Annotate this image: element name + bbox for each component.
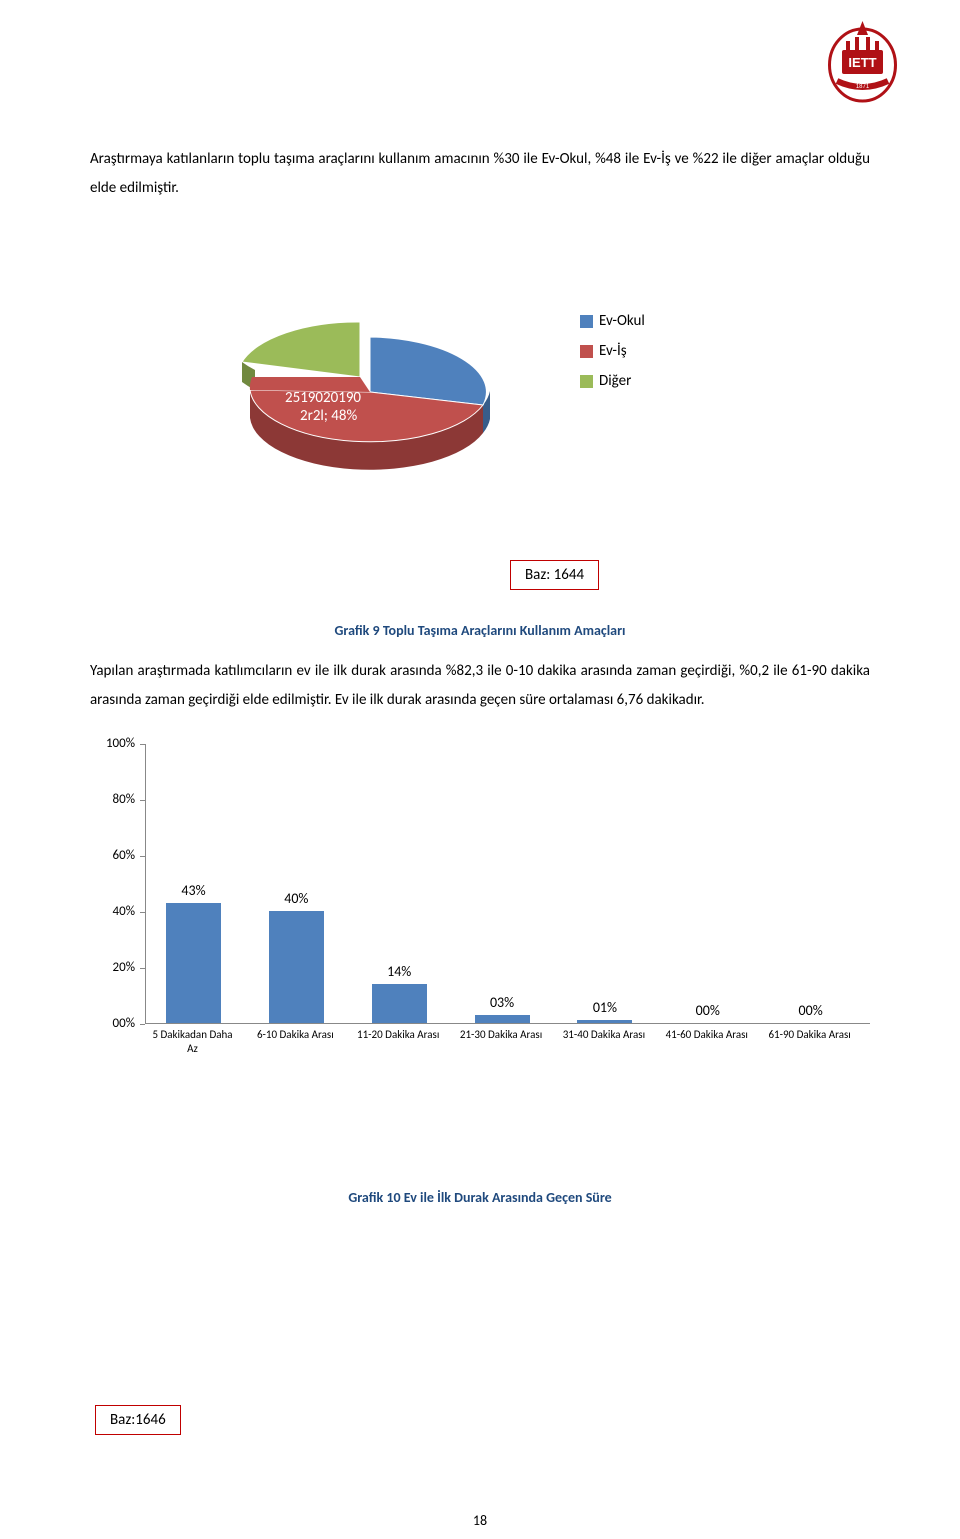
bar-rect: [475, 1015, 530, 1023]
y-tick-label: 00%: [113, 1016, 135, 1031]
body-paragraph: Yapılan araştırmada katılımcıların ev il…: [90, 657, 870, 714]
legend-swatch: [580, 375, 593, 388]
pie-slice-label-diger: 919000190 0r12l; 22%: [293, 276, 367, 312]
y-tick-label: 80%: [113, 792, 135, 807]
y-tick-label: 40%: [113, 904, 135, 919]
bar-x-label: 41-60 Dakika Arası: [664, 1028, 749, 1042]
legend-item-evokul: Ev-Okul: [580, 312, 645, 330]
bar: 40%: [269, 911, 324, 1023]
bar-x-label: 11-20 Dakika Arası: [356, 1028, 441, 1042]
pie-chart-container: 919000190 0r12l; 22% 719010190 r5l; 30% …: [90, 257, 870, 517]
y-tick-label: 100%: [106, 736, 135, 751]
bar-value-label: 40%: [269, 890, 324, 907]
svg-text:IETT: IETT: [848, 55, 876, 70]
pie-chart: 919000190 0r12l; 22% 719010190 r5l; 30% …: [165, 257, 565, 517]
bar-rect: [269, 911, 324, 1023]
svg-text:1871: 1871: [856, 84, 870, 90]
bar-value-label: 43%: [166, 882, 221, 899]
y-tick-label: 60%: [113, 848, 135, 863]
bar-chart-container: 00% 20% 40% 60% 80% 100% 43% 40% 14% 03% 01%…: [90, 744, 870, 1084]
baz-box-bar: Baz:1646: [95, 1405, 181, 1435]
bar-chart-caption: Grafik 10 Ev ile İlk Durak Arasında Geçe…: [90, 1189, 870, 1206]
y-tick-label: 20%: [113, 960, 135, 975]
legend-label: Ev-İş: [599, 342, 627, 360]
bar: 03%: [475, 1015, 530, 1023]
pie-slice-label-evokul: 719010190 r5l; 30%: [423, 281, 495, 317]
bar-x-label: 6-10 Dakika Arası: [253, 1028, 338, 1042]
legend-label: Diğer: [599, 372, 631, 390]
bar-rect: [166, 903, 221, 1023]
bar: 01%: [577, 1020, 632, 1023]
pie-chart-caption: Grafik 9 Toplu Taşıma Araçlarını Kullanı…: [90, 622, 870, 639]
page-number: 18: [0, 1512, 960, 1529]
bar-x-label: 61-90 Dakika Arası: [767, 1028, 852, 1042]
bar-rect: [372, 984, 427, 1023]
bar-y-axis: 00% 20% 40% 60% 80% 100%: [90, 744, 140, 1024]
intro-paragraph: Araştırmaya katılanların toplu taşıma ar…: [90, 145, 870, 202]
bar-value-label: 03%: [475, 994, 530, 1011]
iett-logo: IETT 1871: [825, 15, 900, 105]
bar-rect: [577, 1020, 632, 1023]
legend-label: Ev-Okul: [599, 312, 645, 330]
caption-prefix: Grafik 9: [334, 622, 379, 639]
bar-plot-area: 43% 40% 14% 03% 01% 00% 00%: [145, 744, 870, 1024]
caption-prefix: Grafik 10: [348, 1189, 400, 1206]
bar: 14%: [372, 984, 427, 1023]
legend-swatch: [580, 345, 593, 358]
legend-item-evis: Ev-İş: [580, 342, 645, 360]
bar-value-label: 00%: [783, 1002, 838, 1019]
bar-value-label: 00%: [680, 1002, 735, 1019]
legend-swatch: [580, 315, 593, 328]
bar: 43%: [166, 903, 221, 1023]
caption-rest: Toplu Taşıma Araçlarını Kullanım Amaçlar…: [380, 622, 626, 639]
bar-value-label: 14%: [372, 963, 427, 980]
pie-legend: Ev-Okul Ev-İş Diğer: [580, 312, 645, 402]
baz-box-pie: Baz: 1644: [510, 560, 599, 590]
legend-item-diger: Diğer: [580, 372, 645, 390]
bar-x-label: 31-40 Dakika Arası: [561, 1028, 646, 1042]
bar-x-label: 21-30 Dakika Arası: [459, 1028, 544, 1042]
caption-rest: Ev ile İlk Durak Arasında Geçen Süre: [401, 1189, 612, 1206]
bar-x-label: 5 Dakikadan Daha Az: [150, 1028, 235, 1057]
bar-value-label: 01%: [577, 999, 632, 1016]
